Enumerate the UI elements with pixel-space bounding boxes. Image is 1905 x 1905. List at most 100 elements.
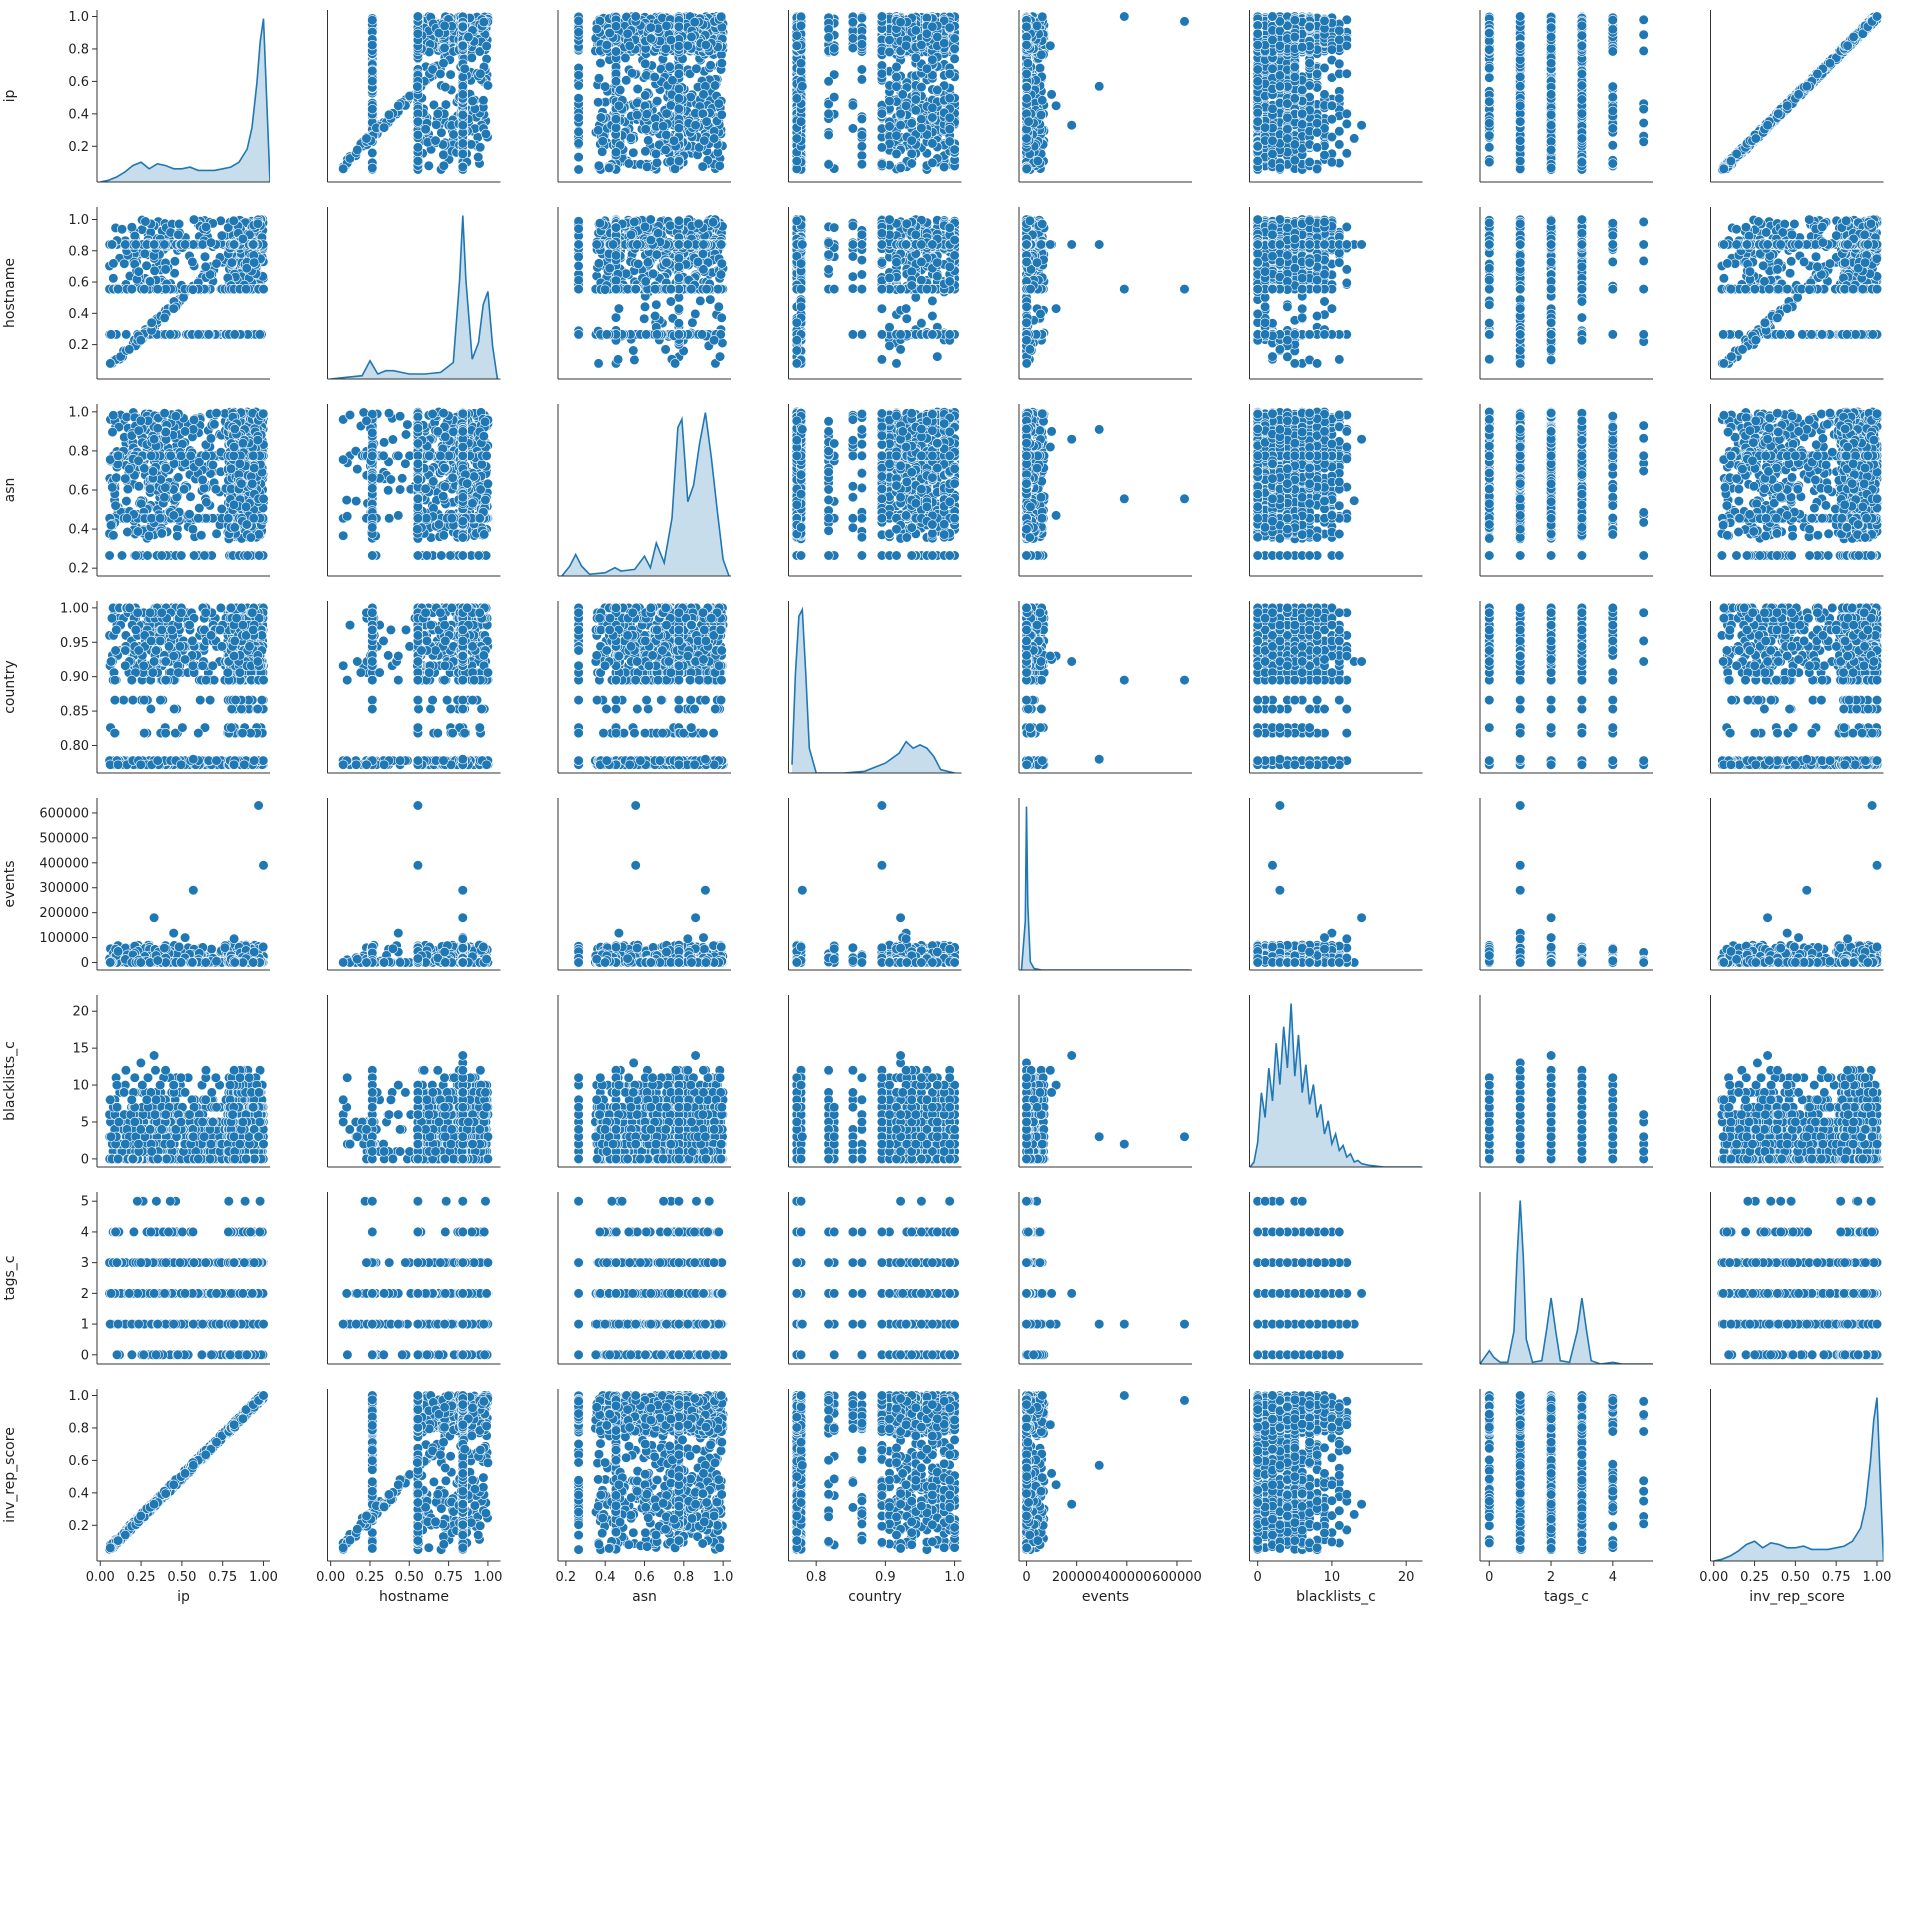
scatter-point [574, 81, 584, 91]
scatter-point [458, 72, 468, 82]
scatter-point [892, 149, 902, 159]
scatter-point [431, 136, 441, 146]
scatter-point [848, 124, 858, 134]
scatter-point [674, 22, 684, 32]
scatter-point [896, 17, 906, 27]
scatter-point [479, 17, 489, 27]
scatter-point [614, 101, 624, 111]
scatter-point [436, 69, 446, 79]
scatter-point [945, 69, 955, 79]
scatter-point [641, 147, 651, 157]
scatter-point [898, 90, 908, 100]
scatter-point [857, 13, 867, 23]
scatter-point [796, 12, 806, 22]
scatter-point [857, 151, 867, 161]
scatter-point [596, 58, 606, 68]
scatter-point [439, 161, 449, 171]
scatter-point [950, 34, 960, 44]
scatter-point [641, 91, 651, 101]
scatter-point [439, 58, 449, 68]
scatter-point [717, 110, 727, 120]
scatter-point [441, 82, 451, 92]
scatter-point [600, 82, 610, 92]
scatter-point [917, 82, 927, 92]
y-tick-label: 0.4 [68, 107, 89, 122]
scatter-point [877, 12, 887, 22]
scatter-point [479, 96, 489, 106]
panel-ip-vs-asn [558, 10, 731, 182]
scatter-point [945, 137, 955, 147]
scatter-point [917, 123, 927, 133]
scatter-point [896, 163, 906, 173]
scatter-point [798, 82, 808, 92]
scatter-point [623, 29, 633, 39]
scatter-point [928, 22, 938, 32]
scatter-point [642, 162, 652, 172]
panel-ip-vs-hostname [328, 10, 501, 182]
scatter-point [384, 110, 394, 120]
scatter-point [674, 69, 684, 79]
scatter-point [650, 72, 660, 82]
scatter-point [368, 163, 378, 173]
scatter-point [662, 21, 672, 31]
scatter-point [674, 104, 684, 114]
scatter-point [368, 76, 378, 86]
scatter-point [424, 161, 434, 171]
scatter-point [611, 77, 621, 87]
scatter-point [482, 41, 492, 51]
scatter-point [701, 40, 711, 50]
scatter-point [574, 70, 584, 80]
scatter-point [885, 122, 895, 132]
scatter-point [458, 162, 468, 172]
scatter-point [907, 136, 917, 146]
scatter-point [911, 26, 921, 36]
scatter-point [950, 54, 960, 64]
scatter-point [661, 145, 671, 155]
scatter-point [651, 149, 661, 159]
scatter-point [907, 118, 917, 128]
scatter-point [945, 113, 955, 123]
scatter-point [710, 81, 720, 91]
scatter-point [699, 90, 709, 100]
scatter-point [439, 150, 449, 160]
scatter-point [848, 101, 858, 111]
scatter-point [440, 43, 450, 53]
scatter-point [824, 77, 834, 87]
scatter-point [621, 53, 631, 63]
scatter-point [892, 72, 902, 82]
scatter-point [611, 147, 621, 157]
scatter-point [458, 22, 468, 32]
scatter-point [413, 82, 423, 92]
scatter-point [824, 160, 834, 170]
scatter-point [362, 134, 372, 144]
scatter-point [631, 12, 641, 22]
scatter-point [574, 152, 584, 162]
scatter-point [353, 145, 363, 155]
scatter-point [674, 84, 684, 94]
scatter-point [658, 121, 668, 131]
scatter-point [458, 120, 468, 130]
scatter-point [950, 44, 960, 54]
scatter-point [674, 41, 684, 51]
scatter-point [475, 143, 485, 153]
scatter-point [928, 158, 938, 168]
scatter-point [709, 134, 719, 144]
scatter-point [907, 159, 917, 169]
scatter-point [611, 114, 621, 124]
scatter-point [611, 47, 621, 57]
scatter-point [458, 149, 468, 159]
y-tick-label: 0.8 [68, 42, 89, 57]
scatter-point [939, 162, 949, 172]
panel-ip-vs-country [789, 10, 962, 182]
scatter-point [892, 82, 902, 92]
scatter-point [440, 21, 450, 31]
scatter-point [574, 139, 584, 149]
y-tick-label: 1.0 [68, 10, 89, 25]
scatter-point [901, 101, 911, 111]
scatter-point [594, 74, 604, 84]
scatter-point [597, 147, 607, 157]
scatter-point [714, 99, 724, 109]
scatter-point [394, 101, 404, 111]
scatter-point [641, 59, 651, 69]
scatter-point [421, 124, 431, 134]
